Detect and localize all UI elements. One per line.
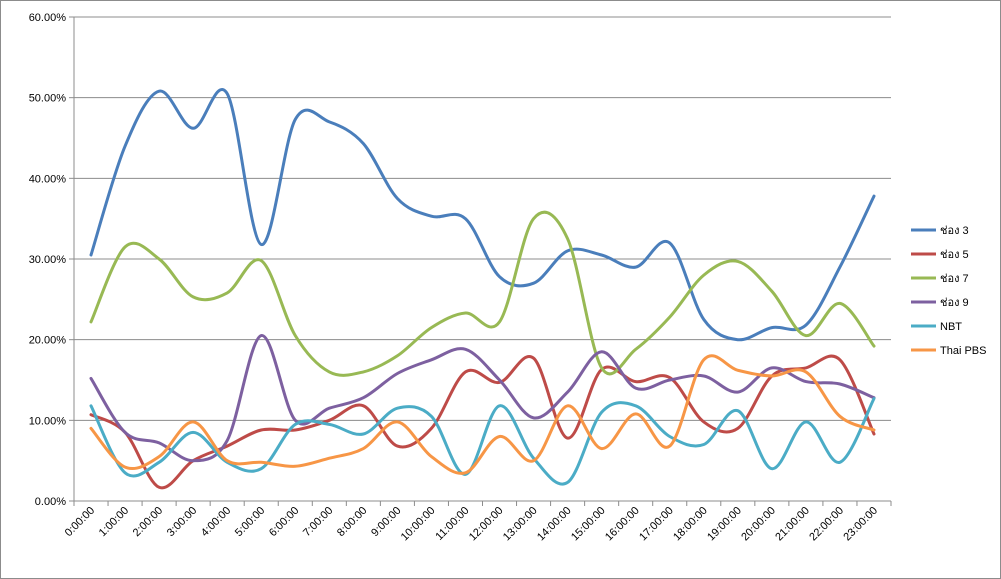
legend-label: ช่อง 5 [940, 249, 969, 261]
legend-label: ช่อง 9 [940, 297, 969, 309]
series-line-5 [89, 354, 876, 475]
x-tick-label: 4:00:00 [199, 505, 233, 539]
x-tick-label: 0:00:00 [63, 505, 97, 539]
x-tick-label: 21:00:00 [773, 505, 812, 544]
legend: ช่อง 3 ช่อง 5 ช่อง 7 ช่อง 9 NBT Thai PBS [911, 225, 986, 357]
x-tick-label: 16:00:00 [603, 505, 642, 544]
x-tick-label: 22:00:00 [807, 505, 846, 544]
x-tick-label: 11:00:00 [433, 505, 471, 543]
x-tick-label: 18:00:00 [671, 505, 710, 544]
y-tick-label: 20.00% [29, 335, 67, 347]
x-axis: 0:00:00 1:00:00 2:00:00 3:00:00 4:00:00 5:00:… [63, 500, 892, 544]
x-tick-label: 23:00:00 [841, 505, 880, 544]
legend-label: ช่อง 3 [940, 225, 969, 237]
x-tick-label: 20:00:00 [739, 505, 778, 544]
y-axis: 0.00% 10.00% 20.00% 30.00% 40.00% 50.00% 60.00… [29, 12, 75, 508]
x-tick-label: 14:00:00 [535, 505, 574, 544]
y-tick-label: 50.00% [29, 93, 67, 105]
x-tick-label: 1:00:00 [97, 505, 131, 539]
series-line-0 [89, 88, 876, 342]
y-tick-label: 60.00% [29, 12, 67, 24]
y-tick-label: 0.00% [35, 496, 66, 508]
series-line-3 [89, 334, 876, 463]
y-tick-label: 10.00% [29, 415, 67, 427]
y-tick-label: 40.00% [29, 173, 67, 185]
x-tick-label: 8:00:00 [335, 505, 369, 539]
x-tick-label: 10:00:00 [399, 505, 438, 544]
series-line-1 [89, 354, 876, 490]
gridlines [74, 16, 891, 421]
x-tick-label: 13:00:00 [501, 505, 540, 544]
x-tick-label: 15:00:00 [569, 505, 608, 544]
legend-label: NBT [940, 321, 962, 333]
y-tick-label: 30.00% [29, 254, 67, 266]
series-line-2 [89, 210, 876, 377]
x-tick-label: 6:00:00 [267, 505, 301, 539]
x-tick-label: 17:00:00 [637, 505, 676, 544]
x-tick-label: 5:00:00 [233, 505, 267, 539]
x-tick-label: 19:00:00 [705, 505, 744, 544]
x-tick-label: 3:00:00 [165, 505, 199, 539]
x-tick-label: 9:00:00 [369, 505, 403, 539]
x-tick-label: 2:00:00 [131, 505, 165, 539]
x-tick-label: 7:00:00 [301, 505, 335, 539]
series-line-4 [89, 397, 876, 486]
legend-label: Thai PBS [940, 345, 986, 357]
x-tick-label: 12:00:00 [467, 505, 506, 544]
series-lines [89, 88, 876, 490]
legend-label: ช่อง 7 [940, 273, 969, 285]
